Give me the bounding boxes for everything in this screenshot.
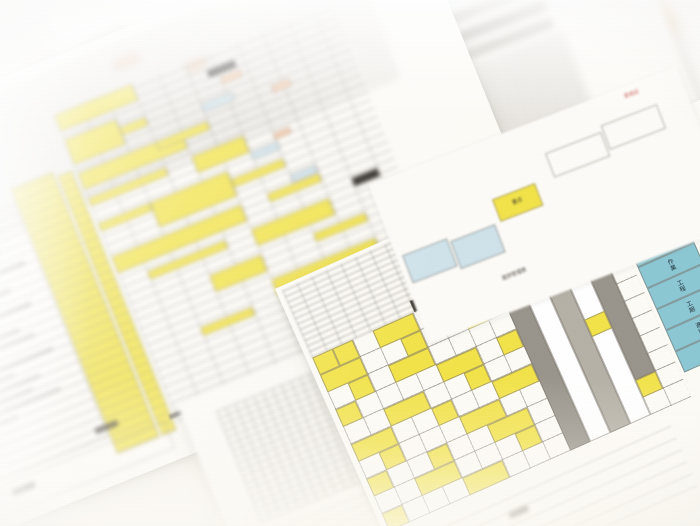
mid-yellow-note-cell: 重点 [491, 183, 544, 222]
